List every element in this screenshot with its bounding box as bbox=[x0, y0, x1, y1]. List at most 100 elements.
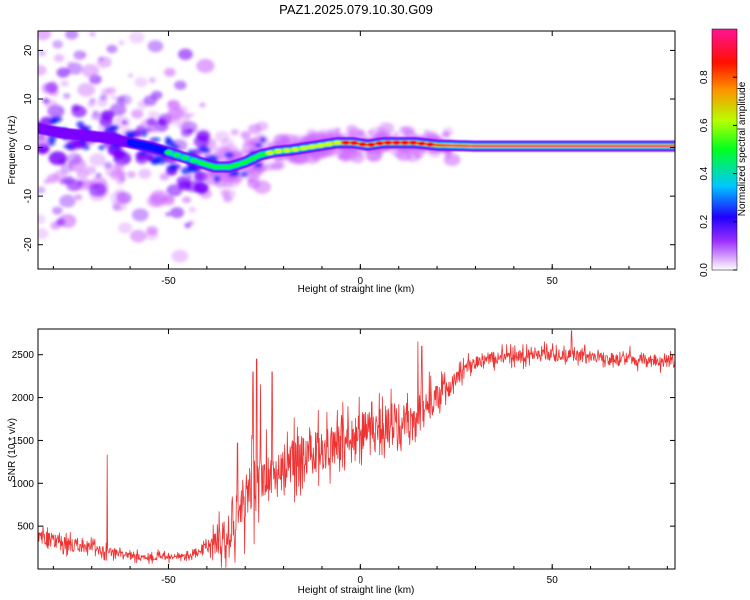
spectrogram-ridge-bead bbox=[400, 140, 409, 145]
spectrogram-blob bbox=[147, 40, 164, 53]
spectrogram-blob bbox=[48, 151, 67, 166]
spectrogram-blob bbox=[224, 152, 234, 158]
spectrogram-blob bbox=[200, 148, 212, 153]
spectrogram-blob bbox=[38, 50, 46, 57]
spectrogram-ridge-bead bbox=[215, 164, 224, 170]
spectrogram-y-label: Frequency (Hz) bbox=[7, 116, 18, 185]
spectrogram-blob bbox=[38, 228, 49, 240]
spectrogram-ridge-bead bbox=[257, 152, 266, 157]
spectrogram-ridge-bead bbox=[198, 160, 207, 166]
spectrogram-blob bbox=[149, 193, 167, 208]
spectrogram-y-tick-label: -20 bbox=[23, 237, 34, 252]
spectrogram-blob bbox=[65, 31, 79, 40]
spectrogram-blob bbox=[174, 80, 187, 91]
spectrogram-blob bbox=[148, 77, 156, 84]
snr-x-tick-label: 0 bbox=[358, 575, 364, 586]
spectrogram-frame bbox=[37, 30, 676, 270]
spectrogram-y-tick-label: -10 bbox=[23, 188, 34, 203]
snr-frame-bg bbox=[38, 329, 675, 569]
spectrogram-blob bbox=[131, 208, 149, 222]
spectrogram-blob bbox=[38, 65, 47, 76]
spectrogram-blob bbox=[146, 118, 157, 127]
spectrogram-blob bbox=[254, 143, 263, 148]
spectrogram-blob bbox=[98, 144, 105, 151]
colorbar-tick-label: 0.0 bbox=[699, 263, 710, 277]
spectrogram-blob bbox=[169, 207, 185, 219]
spectrogram-blob bbox=[98, 56, 105, 62]
snr-x-tick-label: -50 bbox=[161, 575, 176, 586]
spectrogram-ridge-bead bbox=[324, 141, 333, 147]
spectrogram-blob bbox=[240, 171, 249, 178]
snr-y-tick-label: 2500 bbox=[12, 350, 35, 361]
spectrogram-blob bbox=[138, 168, 152, 179]
spectrogram-blob bbox=[76, 169, 89, 180]
snr-y-tick-label: 1000 bbox=[12, 479, 35, 490]
spectrogram-blob bbox=[82, 144, 90, 151]
spectrogram-blob bbox=[117, 94, 132, 106]
spectrogram-blob bbox=[185, 180, 201, 193]
spectrogram-blob bbox=[55, 218, 66, 226]
colorbar-label: Normalized spectral amplitude bbox=[737, 81, 748, 216]
spectrogram-blob bbox=[52, 116, 63, 123]
spectrogram-blob bbox=[147, 110, 160, 120]
spectrogram-blob bbox=[106, 44, 118, 54]
spectrogram-blob bbox=[104, 126, 112, 133]
spectrogram-blob bbox=[66, 60, 75, 68]
spectrogram-blob bbox=[196, 58, 215, 73]
spectrogram-ridge-bead bbox=[223, 164, 232, 170]
spectrogram-x-label: Height of straight line (km) bbox=[298, 284, 415, 295]
spectrogram-ticks: -50 0 50 -20 -10 0 10 20 bbox=[23, 31, 675, 287]
spectrogram-blob bbox=[181, 167, 191, 175]
spectrogram-panel: -50 0 50 -20 -10 0 10 20 Height of straight lin… bbox=[7, 30, 676, 295]
spectrogram-blob bbox=[145, 230, 159, 241]
spectrogram-blob bbox=[253, 162, 263, 168]
spectrogram-blob bbox=[181, 196, 192, 204]
spectrogram-blob bbox=[63, 93, 71, 99]
spectrogram-blob bbox=[38, 214, 46, 224]
spectrogram-ridge-bead bbox=[358, 142, 367, 147]
spectrogram-blob bbox=[199, 102, 206, 108]
spectrogram-y-tick-label: 0 bbox=[23, 144, 34, 150]
spectrogram-blob bbox=[393, 131, 400, 137]
spectrogram-x-tick-label: 0 bbox=[358, 276, 364, 287]
spectrogram-blob bbox=[214, 131, 230, 143]
spectrogram-blob bbox=[106, 86, 117, 95]
spectrogram-blob bbox=[265, 162, 276, 171]
spectrogram-blob bbox=[164, 67, 176, 77]
spectrogram-blob bbox=[253, 180, 272, 194]
spectrogram-blob bbox=[140, 129, 148, 138]
spectrogram-ridge-bead bbox=[248, 156, 257, 161]
colorbar-tick-label: 0.2 bbox=[699, 214, 710, 228]
spectrogram-blob bbox=[230, 128, 240, 136]
spectrogram-y-tick-label: 20 bbox=[23, 44, 34, 56]
spectrogram-blob bbox=[63, 144, 75, 149]
spectrogram-ridge-bead bbox=[189, 158, 198, 163]
spectrogram-blob bbox=[60, 80, 69, 87]
spectrogram-blob bbox=[159, 172, 170, 181]
snr-y-label: SNR (10 * v/v) bbox=[7, 418, 18, 482]
spectrogram-blob bbox=[181, 113, 191, 121]
spectrogram-blob bbox=[415, 153, 423, 160]
spectrogram-blob bbox=[127, 73, 134, 78]
spectrogram-blob bbox=[176, 119, 192, 131]
spectrogram-ridge-bead bbox=[299, 145, 308, 151]
spectrogram-blob bbox=[38, 31, 52, 41]
spectrogram-ridge-bead bbox=[274, 149, 283, 154]
spectrogram-blob bbox=[58, 178, 67, 185]
spectrogram-blob bbox=[51, 206, 63, 215]
spectrogram-blob bbox=[378, 122, 395, 135]
spectrogram-blob bbox=[129, 31, 145, 44]
spectrogram-blob bbox=[118, 222, 133, 234]
snr-ticks: -50 0 50 500 1000 1500 2000 2500 bbox=[12, 329, 675, 586]
colorbar-ticks: 0.0 0.2 0.4 0.6 0.8 bbox=[699, 70, 737, 277]
spectrogram-blob bbox=[116, 179, 124, 186]
spectrogram-ridge-bead bbox=[409, 140, 418, 145]
spectrogram-blob bbox=[110, 95, 117, 100]
spectrogram-ridge-bead bbox=[232, 162, 241, 168]
spectrogram-blob bbox=[213, 175, 221, 183]
spectrogram-blob bbox=[118, 40, 125, 46]
spectrogram-ridge-bead bbox=[367, 142, 376, 147]
spectrogram-ridge-bead bbox=[333, 140, 342, 145]
spectrogram-ridge-bead bbox=[375, 141, 384, 146]
spectrogram-blob bbox=[115, 170, 126, 179]
